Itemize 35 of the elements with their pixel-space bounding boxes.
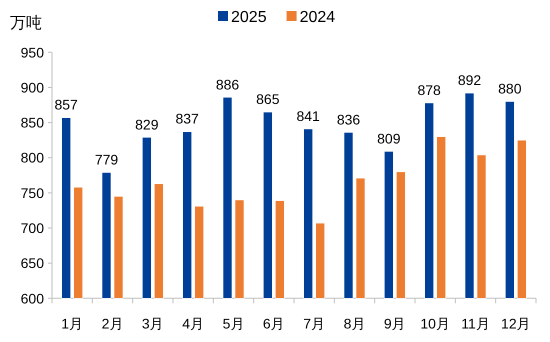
y-tick-label: 750 — [20, 184, 44, 201]
y-tick-label: 950 — [20, 44, 44, 60]
data-label: 878 — [417, 82, 442, 98]
x-tick-label: 2月 — [102, 315, 124, 332]
x-tick-label: 4月 — [182, 315, 204, 332]
data-label: 880 — [498, 80, 522, 96]
x-tick-label: 9月 — [384, 315, 406, 332]
legend-label: 2025 — [231, 9, 267, 26]
x-tick-label: 5月 — [222, 315, 244, 332]
x-tick-label: 6月 — [262, 315, 285, 332]
data-label: 837 — [175, 110, 200, 127]
x-tick-label: 12月 — [501, 315, 531, 332]
data-label: 857 — [54, 96, 78, 113]
legend-label: 2024 — [300, 9, 336, 26]
y-tick-label: 900 — [20, 79, 44, 96]
data-label: 841 — [296, 108, 320, 124]
x-tick-label: 8月 — [344, 315, 366, 332]
data-label: 809 — [377, 130, 401, 146]
x-tick-label: 11月 — [461, 315, 490, 332]
x-tick-label: 3月 — [142, 315, 164, 332]
y-axis-title: 万吨 — [10, 14, 42, 32]
x-tick-label: 1月 — [61, 315, 84, 332]
data-label: 886 — [216, 76, 240, 92]
data-label: 829 — [135, 116, 159, 132]
data-label: 865 — [256, 91, 280, 108]
y-tick-label: 800 — [20, 150, 44, 166]
data-label: 892 — [458, 72, 482, 88]
y-tick-label: 600 — [20, 290, 44, 306]
x-tick-label: 10月 — [420, 315, 450, 332]
data-label: 836 — [336, 111, 360, 128]
y-tick-label: 650 — [20, 255, 44, 272]
x-tick-label: 7月 — [303, 315, 326, 332]
y-tick-label: 850 — [20, 114, 44, 131]
data-label: 779 — [94, 151, 118, 168]
y-tick-label: 700 — [20, 220, 44, 236]
